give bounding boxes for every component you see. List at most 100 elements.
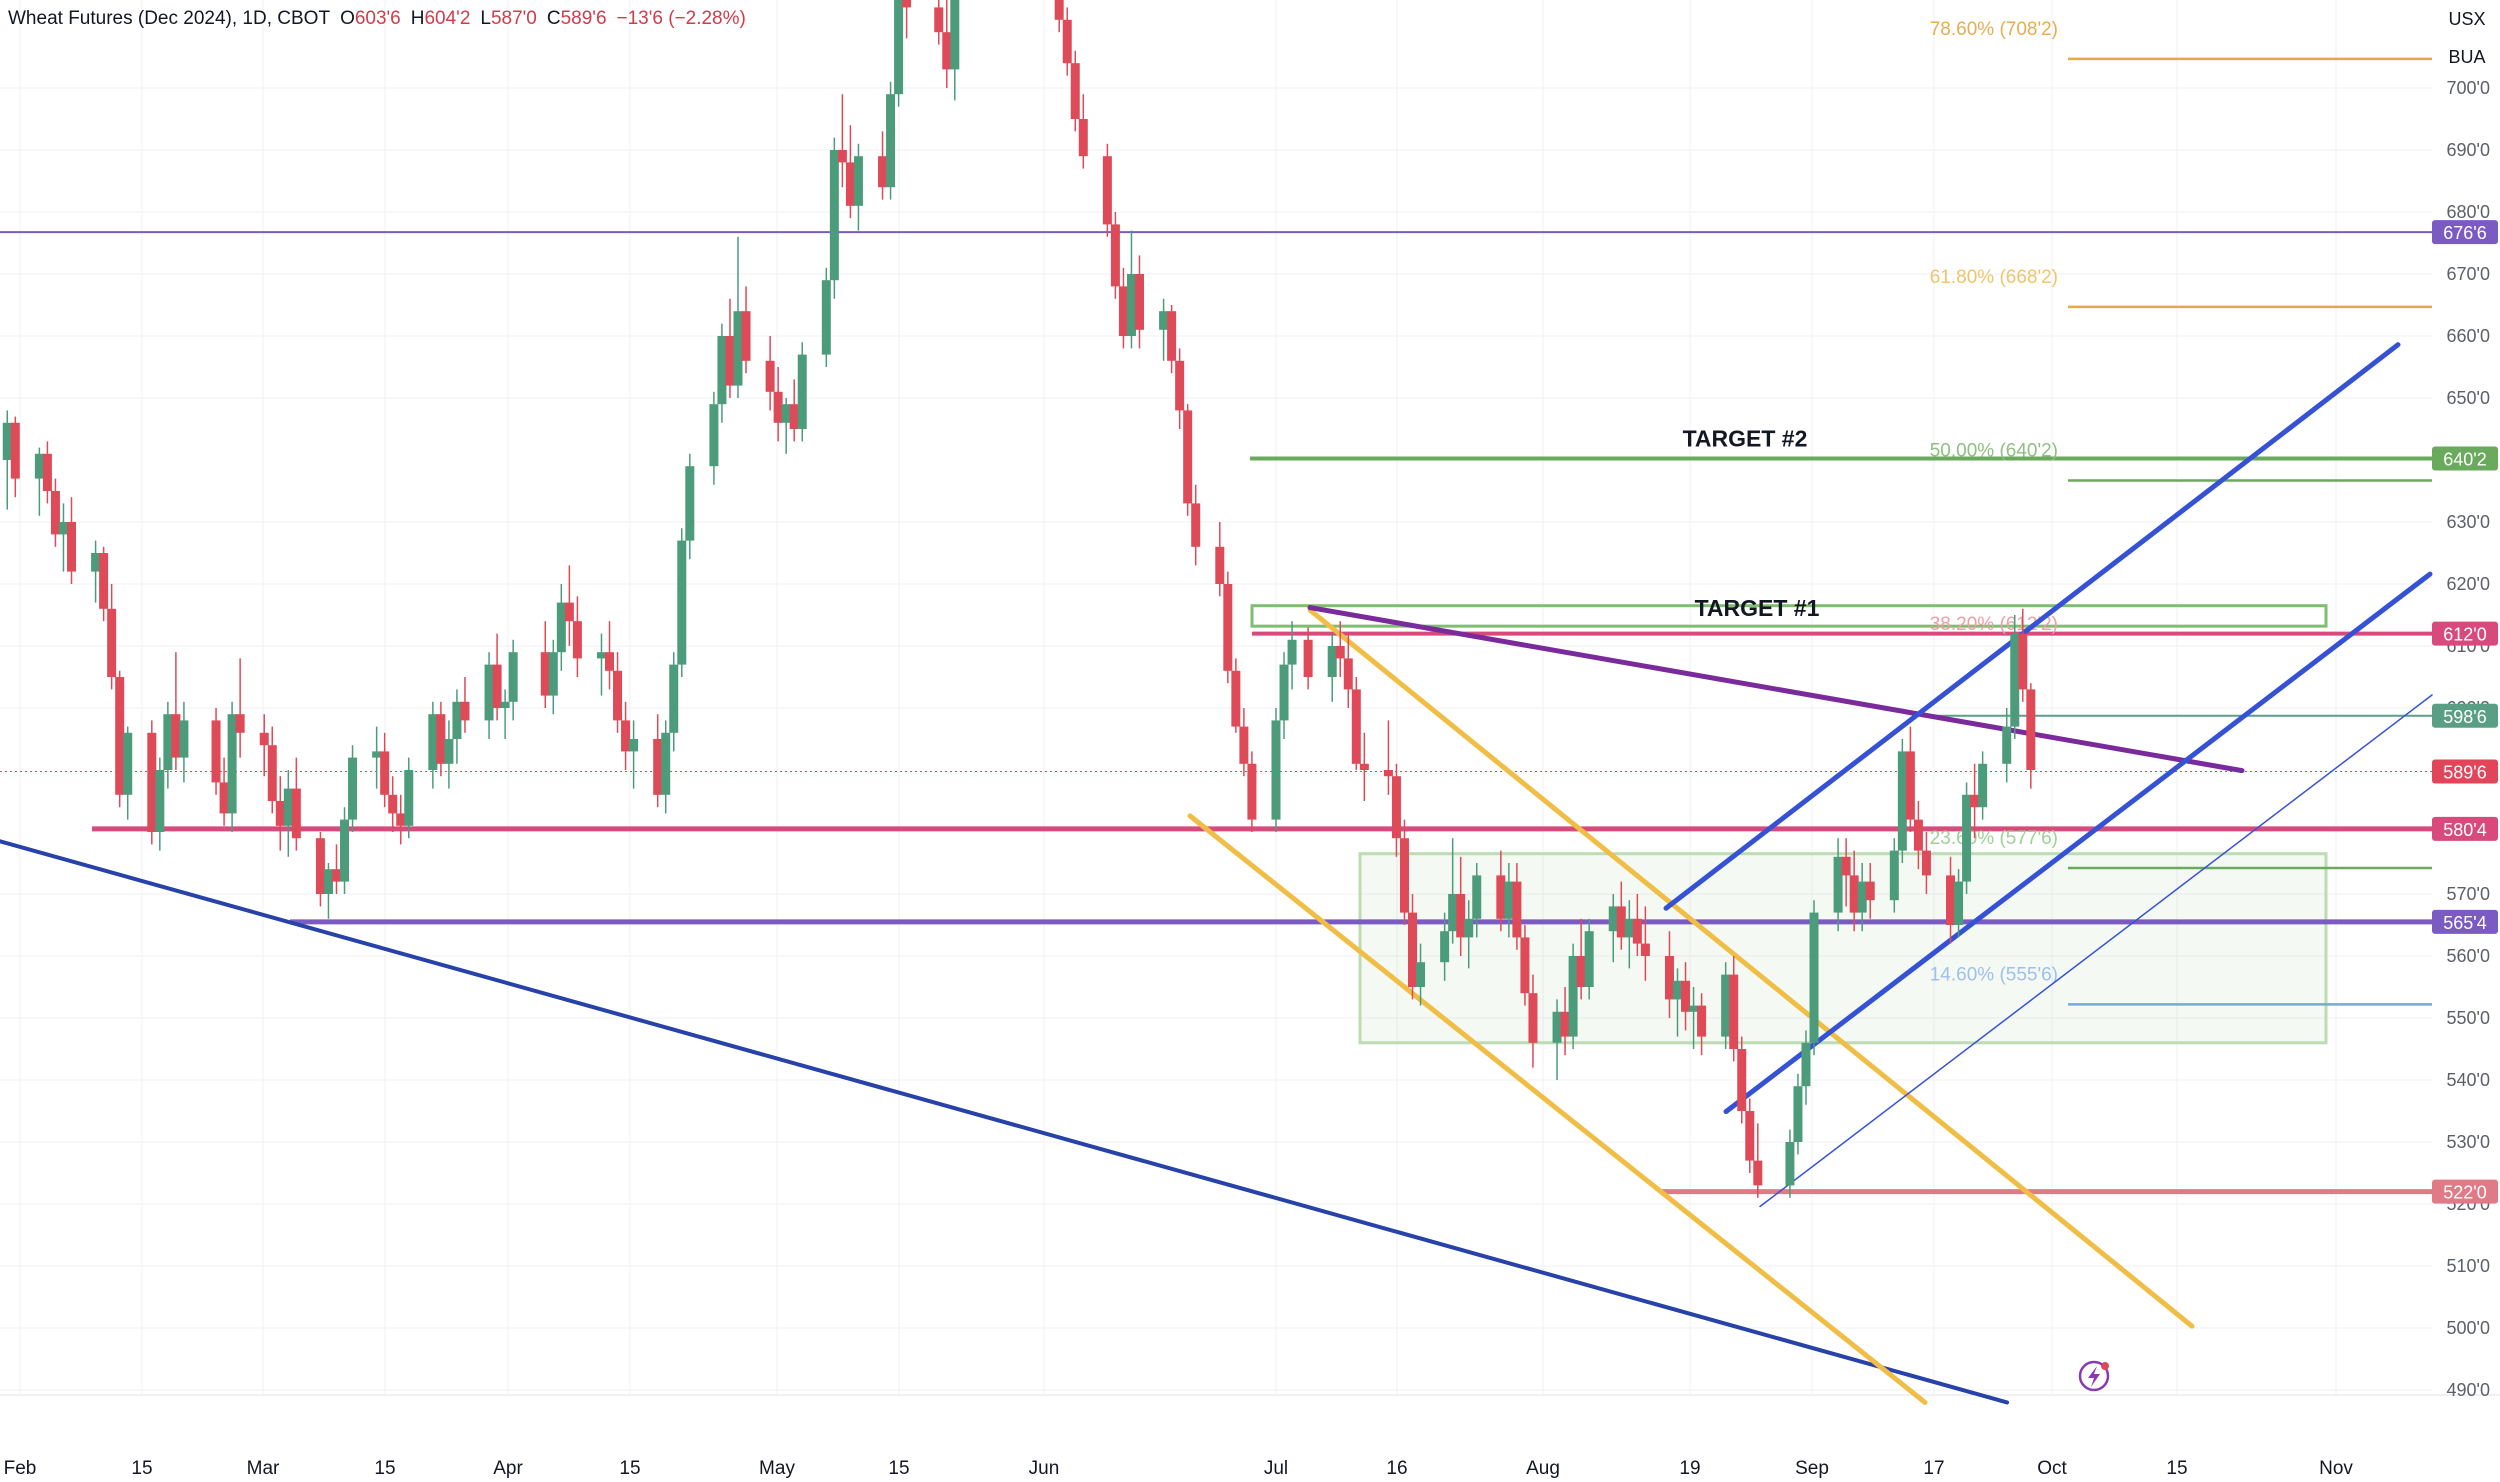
fib-label: 78.60% (708'2) [1930, 19, 2058, 40]
target1-zone [1250, 604, 2328, 628]
trend-lines [0, 342, 2433, 1405]
candle-body [1737, 1049, 1747, 1111]
candle [1167, 305, 1177, 374]
low-label: L [480, 8, 491, 29]
candle [2010, 615, 2020, 739]
candle-body [596, 652, 606, 659]
candle [1247, 751, 1257, 832]
candle [1616, 881, 1626, 950]
candle [1416, 943, 1426, 1006]
candle [765, 336, 775, 411]
price-tick-label: 680'0 [2447, 202, 2490, 222]
candle-body [235, 714, 245, 733]
candle [484, 652, 494, 739]
candle [275, 776, 285, 851]
candle [1078, 94, 1088, 169]
candle [283, 770, 293, 857]
candle [1512, 863, 1522, 950]
candle-body [685, 466, 695, 541]
price-badge-label: 522'0 [2443, 1183, 2486, 1203]
candle [1504, 863, 1514, 938]
candle-body [396, 813, 406, 826]
currency-button[interactable]: USX [2434, 6, 2500, 32]
candle [235, 658, 245, 758]
candle [1062, 7, 1072, 76]
candle [629, 720, 639, 789]
candle [1351, 677, 1361, 770]
candle-body [380, 751, 390, 795]
candle [179, 701, 189, 783]
candle [211, 708, 221, 795]
fib-label: 38.20% (612'2) [1930, 614, 2058, 635]
falling-channel-upper [1307, 607, 2195, 1329]
lightning-icon[interactable] [2078, 1360, 2110, 1392]
price-badge [2432, 220, 2498, 245]
price-badge [2432, 621, 2498, 646]
candle [107, 584, 117, 690]
candle [1897, 739, 1907, 863]
time-axis: Feb 15 Mar 15 Apr 15 May 15 Jun Jul 16 Aug 19 Sep 17 Oc… [4, 1458, 2354, 1479]
price-tick-label: 690'0 [2447, 140, 2490, 160]
time-label: Feb [4, 1458, 37, 1479]
candle-body [1472, 875, 1482, 919]
candle [1472, 863, 1482, 938]
candle [2002, 708, 2012, 783]
price-badge-label: 676'6 [2443, 223, 2486, 243]
candle-body [564, 602, 574, 622]
candle [1303, 627, 1313, 690]
candle [460, 677, 470, 733]
candle-body [1721, 974, 1731, 1037]
price-tick-label: 510'0 [2447, 1256, 2490, 1276]
candle-body [1159, 311, 1169, 330]
time-label: 15 [131, 1458, 152, 1479]
candle-body [283, 788, 293, 826]
candle-body [1504, 881, 1514, 919]
candle [902, 0, 912, 39]
unit-button[interactable]: BUA [2434, 44, 2500, 70]
candle-body [1729, 974, 1739, 1049]
candle [1408, 894, 1418, 1000]
candle-body [1962, 794, 1972, 882]
price-tick-label: 660'0 [2447, 326, 2490, 346]
candle [1664, 931, 1674, 1018]
candle-body [508, 652, 518, 702]
candle-body [1118, 286, 1128, 336]
candle [1126, 230, 1136, 349]
candle [115, 670, 125, 808]
candle [227, 701, 237, 832]
candle [2026, 683, 2036, 789]
candle-body [1062, 19, 1072, 64]
price-badge [2432, 816, 2498, 841]
rising-channel-median [1759, 694, 2433, 1208]
candle-body [1946, 875, 1956, 925]
candle [372, 726, 382, 789]
candle-body [492, 664, 502, 708]
candle-body [1351, 689, 1361, 764]
time-label: Mar [247, 1458, 280, 1479]
candle [259, 714, 269, 777]
time-label: Apr [493, 1458, 523, 1479]
candle [1697, 993, 1707, 1056]
fib-levels: 78.60% (708'2) 61.80% (668'2) 50.00% (640'… [1930, 19, 2432, 1006]
price-scale: 700'0 690'0 680'0 670'0 660'0 650'0 630'0 620'0… [2447, 78, 2490, 1400]
price-badge-label: 565'4 [2443, 913, 2486, 933]
candle-body [171, 714, 181, 758]
candle [1102, 143, 1112, 237]
candle-body [797, 354, 807, 429]
candle-body [1584, 931, 1594, 987]
candle-body [1520, 937, 1530, 994]
candle [950, 0, 960, 101]
candle [340, 807, 350, 894]
candle-body [1608, 906, 1618, 932]
candle-body [773, 391, 783, 423]
symbol-title[interactable]: Wheat Futures (Dec 2024), 1D, CBOT [8, 8, 331, 29]
candle-body [1857, 881, 1867, 913]
time-label: 15 [374, 1458, 395, 1479]
candle [1159, 298, 1169, 361]
candle [171, 652, 181, 770]
candle-body [2010, 633, 2020, 727]
candle-body [219, 782, 229, 814]
candle-body [1110, 224, 1120, 287]
candle [1954, 869, 1964, 938]
